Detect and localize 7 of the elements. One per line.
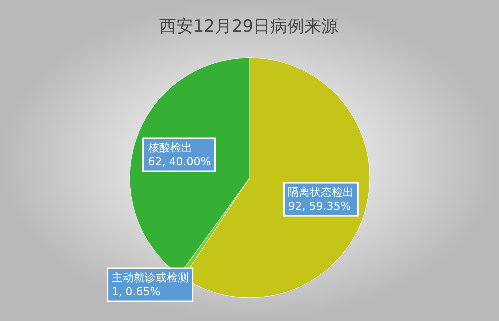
data-label: 62, 40.00% [148, 156, 212, 169]
slice-label: 核酸检出 [147, 142, 192, 155]
data-label: 1, 0.65% [112, 286, 161, 299]
chart-title: 西安12月29日病例来源 [159, 17, 339, 37]
data-label: 92, 59.35% [288, 200, 352, 214]
slice-label: 主动就诊或检测 [112, 272, 189, 285]
slice-label: 隔离状态检出 [288, 186, 354, 200]
